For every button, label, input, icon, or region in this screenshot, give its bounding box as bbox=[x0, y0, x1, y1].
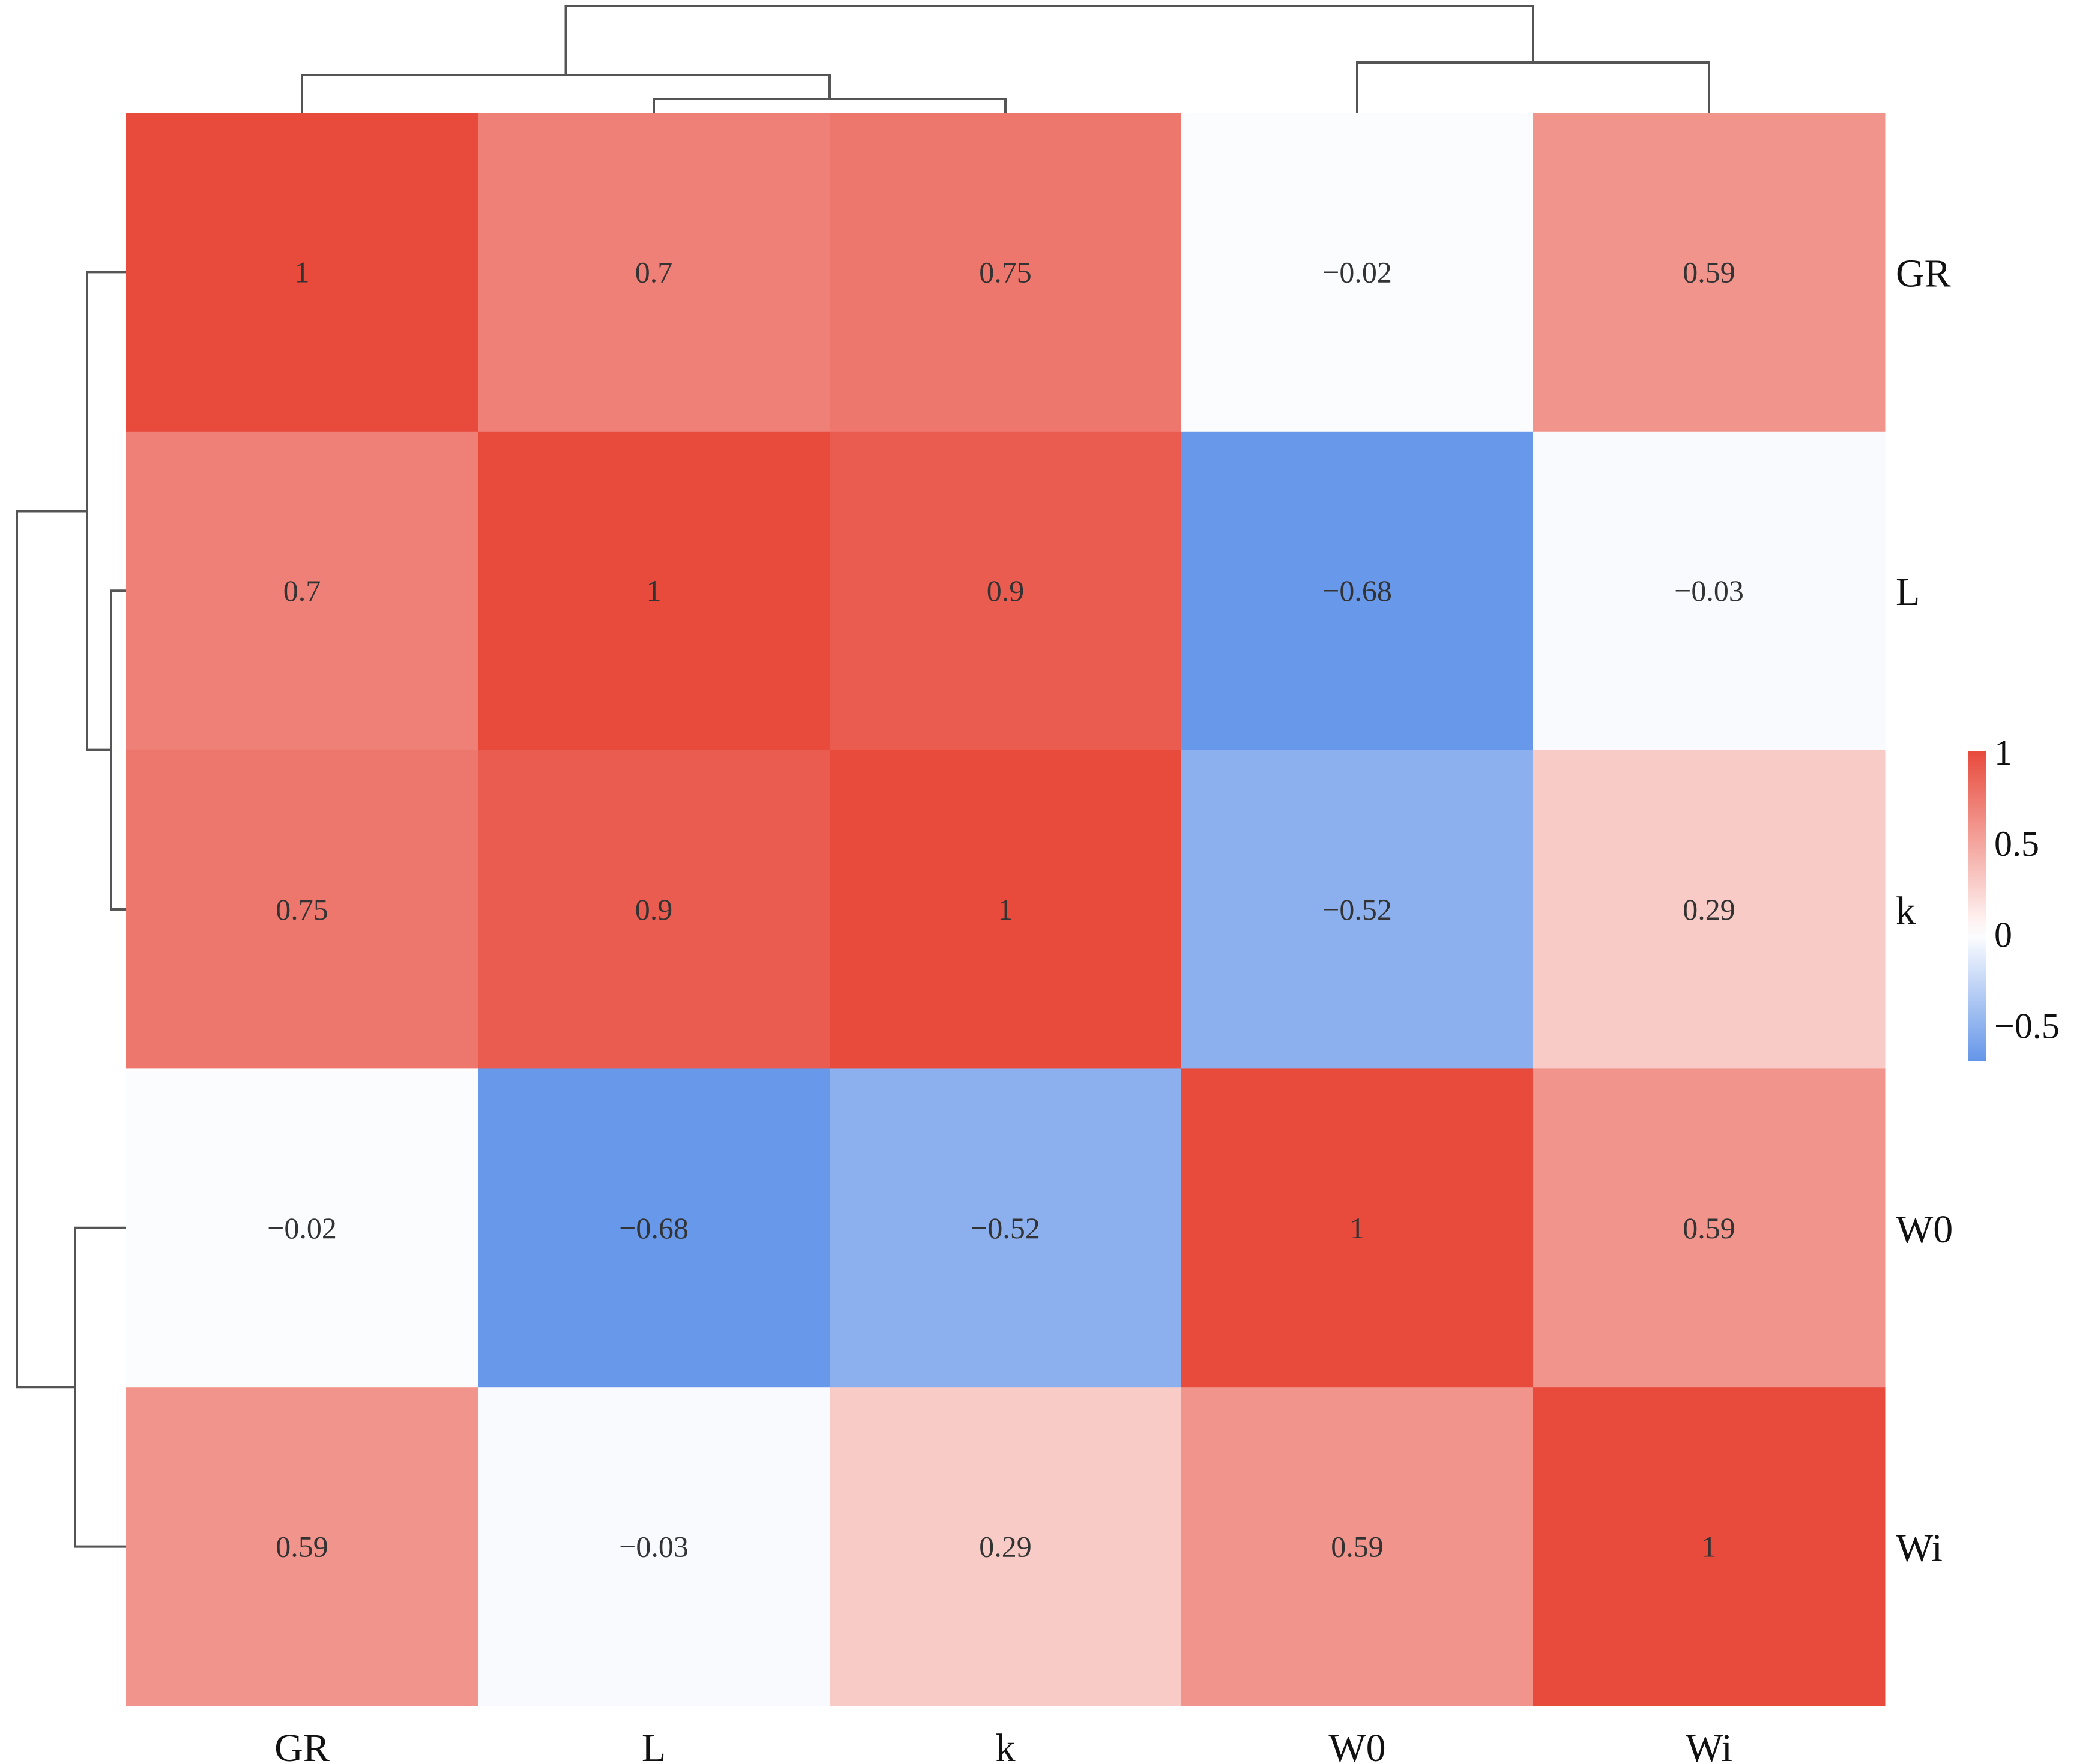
heatmap-cell-GR-Wi bbox=[1533, 113, 1886, 432]
legend-colorbar bbox=[1968, 751, 1986, 1061]
dendrogram-branch bbox=[74, 1226, 126, 1548]
dendrogram-branch bbox=[86, 271, 126, 751]
heatmap-cells bbox=[126, 113, 1886, 1706]
column-label: Wi bbox=[1686, 1726, 1732, 1764]
dendrogram-branch bbox=[564, 5, 1534, 75]
cell-value-label: 0.59 bbox=[1683, 1211, 1735, 1245]
row-label: W0 bbox=[1896, 1208, 1953, 1251]
cell-value-label: 0.75 bbox=[276, 893, 328, 926]
dendrogram-branch bbox=[1356, 61, 1710, 113]
heatmap-cell-W0-k bbox=[830, 1068, 1182, 1388]
heatmap-cell-L-L bbox=[478, 431, 830, 751]
heatmap-cell-Wi-Wi bbox=[1533, 1387, 1886, 1706]
heatmap-cell-Wi-L bbox=[478, 1387, 830, 1706]
cell-value-label: 0.7 bbox=[283, 574, 321, 607]
legend-tick-label: 0.5 bbox=[1994, 824, 2039, 864]
cell-value-label: −0.02 bbox=[1322, 255, 1392, 289]
heatmap-cell-W0-Wi bbox=[1533, 1068, 1886, 1388]
cell-value-label: −0.03 bbox=[1674, 574, 1744, 607]
cell-value-label: 1 bbox=[1702, 1530, 1717, 1564]
cell-value-label: 1 bbox=[1350, 1211, 1365, 1245]
row-label: L bbox=[1896, 570, 1920, 614]
cell-value-label: 0.29 bbox=[979, 1530, 1032, 1564]
cell-value-label: 0.75 bbox=[979, 255, 1032, 289]
heatmap-cell-k-k bbox=[830, 750, 1182, 1069]
cell-value-label: 1 bbox=[998, 893, 1013, 926]
heatmap-cell-W0-GR bbox=[126, 1068, 478, 1388]
heatmap-cell-GR-k bbox=[830, 113, 1182, 432]
heatmap-cell-L-W0 bbox=[1181, 431, 1534, 751]
dendrogram-branch bbox=[653, 98, 1007, 113]
heatmap-cell-GR-L bbox=[478, 113, 830, 432]
cell-value-label: −0.68 bbox=[1322, 574, 1392, 607]
heatmap-cell-W0-L bbox=[478, 1068, 830, 1388]
dendrogram-branch bbox=[301, 74, 831, 113]
cell-value-label: 0.59 bbox=[276, 1530, 328, 1564]
cell-value-label: 0.9 bbox=[635, 893, 673, 926]
heatmap-cell-W0-W0 bbox=[1181, 1068, 1534, 1388]
heatmap-cell-L-Wi bbox=[1533, 431, 1886, 751]
heatmap-cell-labels: 1 0.7 0.75 −0.02 0.59 0.7 1 0.9 −0.68 −0.03 0.75 0.… bbox=[267, 255, 1744, 1563]
column-label: W0 bbox=[1328, 1726, 1385, 1764]
cell-value-label: 0.29 bbox=[1683, 893, 1735, 926]
column-dendrogram bbox=[301, 5, 1710, 113]
dendrogram-branch bbox=[110, 589, 126, 911]
heatmap-cell-k-L bbox=[478, 750, 830, 1069]
cell-value-label: 0.59 bbox=[1331, 1530, 1384, 1564]
cell-value-label: 0.9 bbox=[987, 574, 1025, 607]
row-label: Wi bbox=[1896, 1526, 1943, 1570]
heatmap-cell-k-W0 bbox=[1181, 750, 1534, 1069]
column-label: k bbox=[996, 1726, 1016, 1764]
heatmap-cell-L-GR bbox=[126, 431, 478, 751]
cell-value-label: −0.02 bbox=[267, 1211, 337, 1245]
color-legend: 1 0.5 0 −0.5 bbox=[1968, 733, 2060, 1061]
cell-value-label: −0.52 bbox=[1322, 893, 1392, 926]
row-labels: GR Lk W0 Wi bbox=[1896, 251, 1953, 1570]
cell-value-label: 1 bbox=[647, 574, 662, 607]
heatmap-cell-L-k bbox=[830, 431, 1182, 751]
cell-value-label: 1 bbox=[295, 255, 310, 289]
heatmap-cell-Wi-k bbox=[830, 1387, 1182, 1706]
legend-tick-label: 1 bbox=[1994, 733, 2012, 772]
cell-value-label: −0.52 bbox=[971, 1211, 1040, 1245]
cell-value-label: −0.03 bbox=[619, 1530, 689, 1564]
row-dendrogram bbox=[16, 271, 126, 1548]
dendrogram-branch bbox=[16, 510, 87, 1389]
heatmap-cell-k-GR bbox=[126, 750, 478, 1069]
column-label: L bbox=[642, 1726, 666, 1764]
heatmap-cell-k-Wi bbox=[1533, 750, 1886, 1069]
row-label: k bbox=[1896, 889, 1916, 933]
legend-tick-label: −0.5 bbox=[1994, 1006, 2060, 1046]
heatmap-cell-Wi-GR bbox=[126, 1387, 478, 1706]
heatmap-cell-Wi-W0 bbox=[1181, 1387, 1534, 1706]
row-label: GR bbox=[1896, 251, 1951, 295]
heatmap-cell-GR-GR bbox=[126, 113, 478, 432]
legend-tick-label: 0 bbox=[1994, 915, 2012, 955]
cell-value-label: −0.68 bbox=[619, 1211, 689, 1245]
column-label: GR bbox=[274, 1726, 330, 1764]
cell-value-label: 0.59 bbox=[1683, 255, 1735, 289]
cell-value-label: 0.7 bbox=[635, 255, 673, 289]
heatmap-cell-GR-W0 bbox=[1181, 113, 1534, 432]
